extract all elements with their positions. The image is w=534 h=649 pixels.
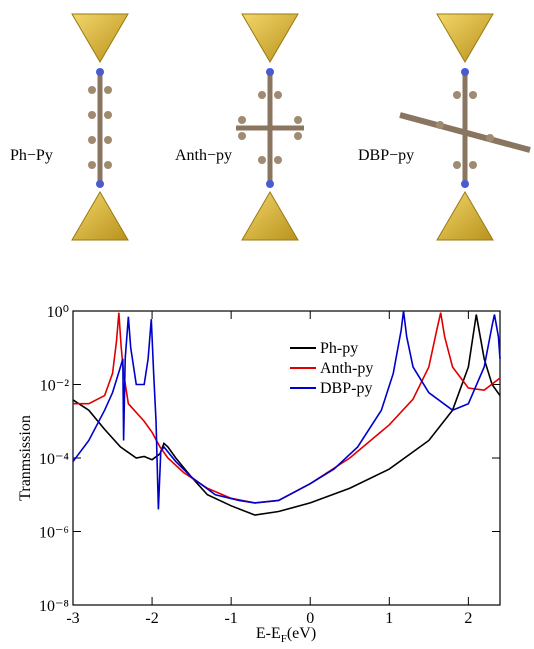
x-tick-label: -2 — [145, 610, 158, 627]
y-tick-label: 10⁻⁶ — [39, 525, 69, 542]
structure-label: DBP−py — [358, 147, 414, 164]
structure-dbp-py — [400, 14, 530, 240]
series-line — [73, 311, 500, 509]
y-tick-label: 10⁻⁸ — [39, 598, 69, 615]
legend-label: Ph-py — [320, 340, 358, 357]
figure: Ph−Py Anth−py DBP−py Tranmsission E-EF(e… — [0, 0, 534, 644]
structure-label: Anth−py — [175, 147, 232, 164]
page: Ph−Py Anth−py DBP−py Tranmsission E-EF(e… — [0, 0, 534, 649]
x-axis-label-unit: (eV) — [287, 625, 316, 642]
structure-ph-py — [72, 14, 128, 240]
y-tick-label: 10⁻⁴ — [39, 451, 69, 468]
x-axis-label-main: E-E — [256, 625, 281, 642]
legend-label: Anth-py — [320, 360, 373, 377]
y-tick-label: 10⁻² — [40, 378, 69, 395]
x-tick-label: -3 — [66, 610, 79, 627]
x-tick-label: -1 — [224, 610, 237, 627]
x-tick-label: 2 — [464, 610, 472, 627]
x-tick-label: 0 — [306, 610, 314, 627]
y-tick-label: 10⁰ — [47, 304, 69, 321]
structure-label: Ph−Py — [10, 147, 53, 164]
structure-anth-py — [236, 14, 304, 240]
y-axis-label: Tranmsission — [17, 415, 34, 501]
x-tick-label: 1 — [385, 610, 393, 627]
series-line — [73, 315, 500, 516]
series-line — [73, 313, 500, 503]
x-axis-label: E-EF(eV) — [256, 625, 316, 644]
legend-label: DBP-py — [320, 380, 372, 397]
